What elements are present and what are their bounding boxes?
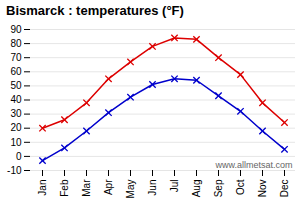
svg-text:Apr: Apr bbox=[103, 179, 114, 195]
svg-text:-10: -10 bbox=[7, 165, 22, 176]
svg-text:Jun: Jun bbox=[147, 180, 158, 196]
svg-text:70: 70 bbox=[10, 52, 22, 63]
svg-text:90: 90 bbox=[10, 24, 22, 35]
svg-text:www.allmetsat.com: www.allmetsat.com bbox=[214, 160, 292, 170]
svg-text:Oct: Oct bbox=[235, 179, 246, 195]
svg-text:Dec: Dec bbox=[279, 180, 290, 198]
svg-text:Nov: Nov bbox=[257, 180, 268, 198]
svg-text:Feb: Feb bbox=[59, 179, 70, 197]
svg-text:40: 40 bbox=[10, 94, 22, 105]
svg-text:Jan: Jan bbox=[37, 180, 48, 196]
svg-text:Mar: Mar bbox=[81, 179, 92, 197]
svg-text:10: 10 bbox=[10, 137, 22, 148]
svg-text:30: 30 bbox=[10, 108, 22, 119]
html-text:Bismarck : temperatures (°F): Bismarck : temperatures (°F) bbox=[6, 3, 184, 18]
svg-text:80: 80 bbox=[10, 38, 22, 49]
svg-text:20: 20 bbox=[10, 122, 22, 133]
svg-text:Sep: Sep bbox=[213, 179, 224, 197]
svg-text:May: May bbox=[125, 180, 136, 199]
svg-text:60: 60 bbox=[10, 66, 22, 77]
svg-text:Jul: Jul bbox=[169, 180, 180, 193]
svg-text:0: 0 bbox=[16, 151, 22, 162]
svg-text:50: 50 bbox=[10, 80, 22, 91]
svg-text:Aug: Aug bbox=[191, 180, 202, 198]
